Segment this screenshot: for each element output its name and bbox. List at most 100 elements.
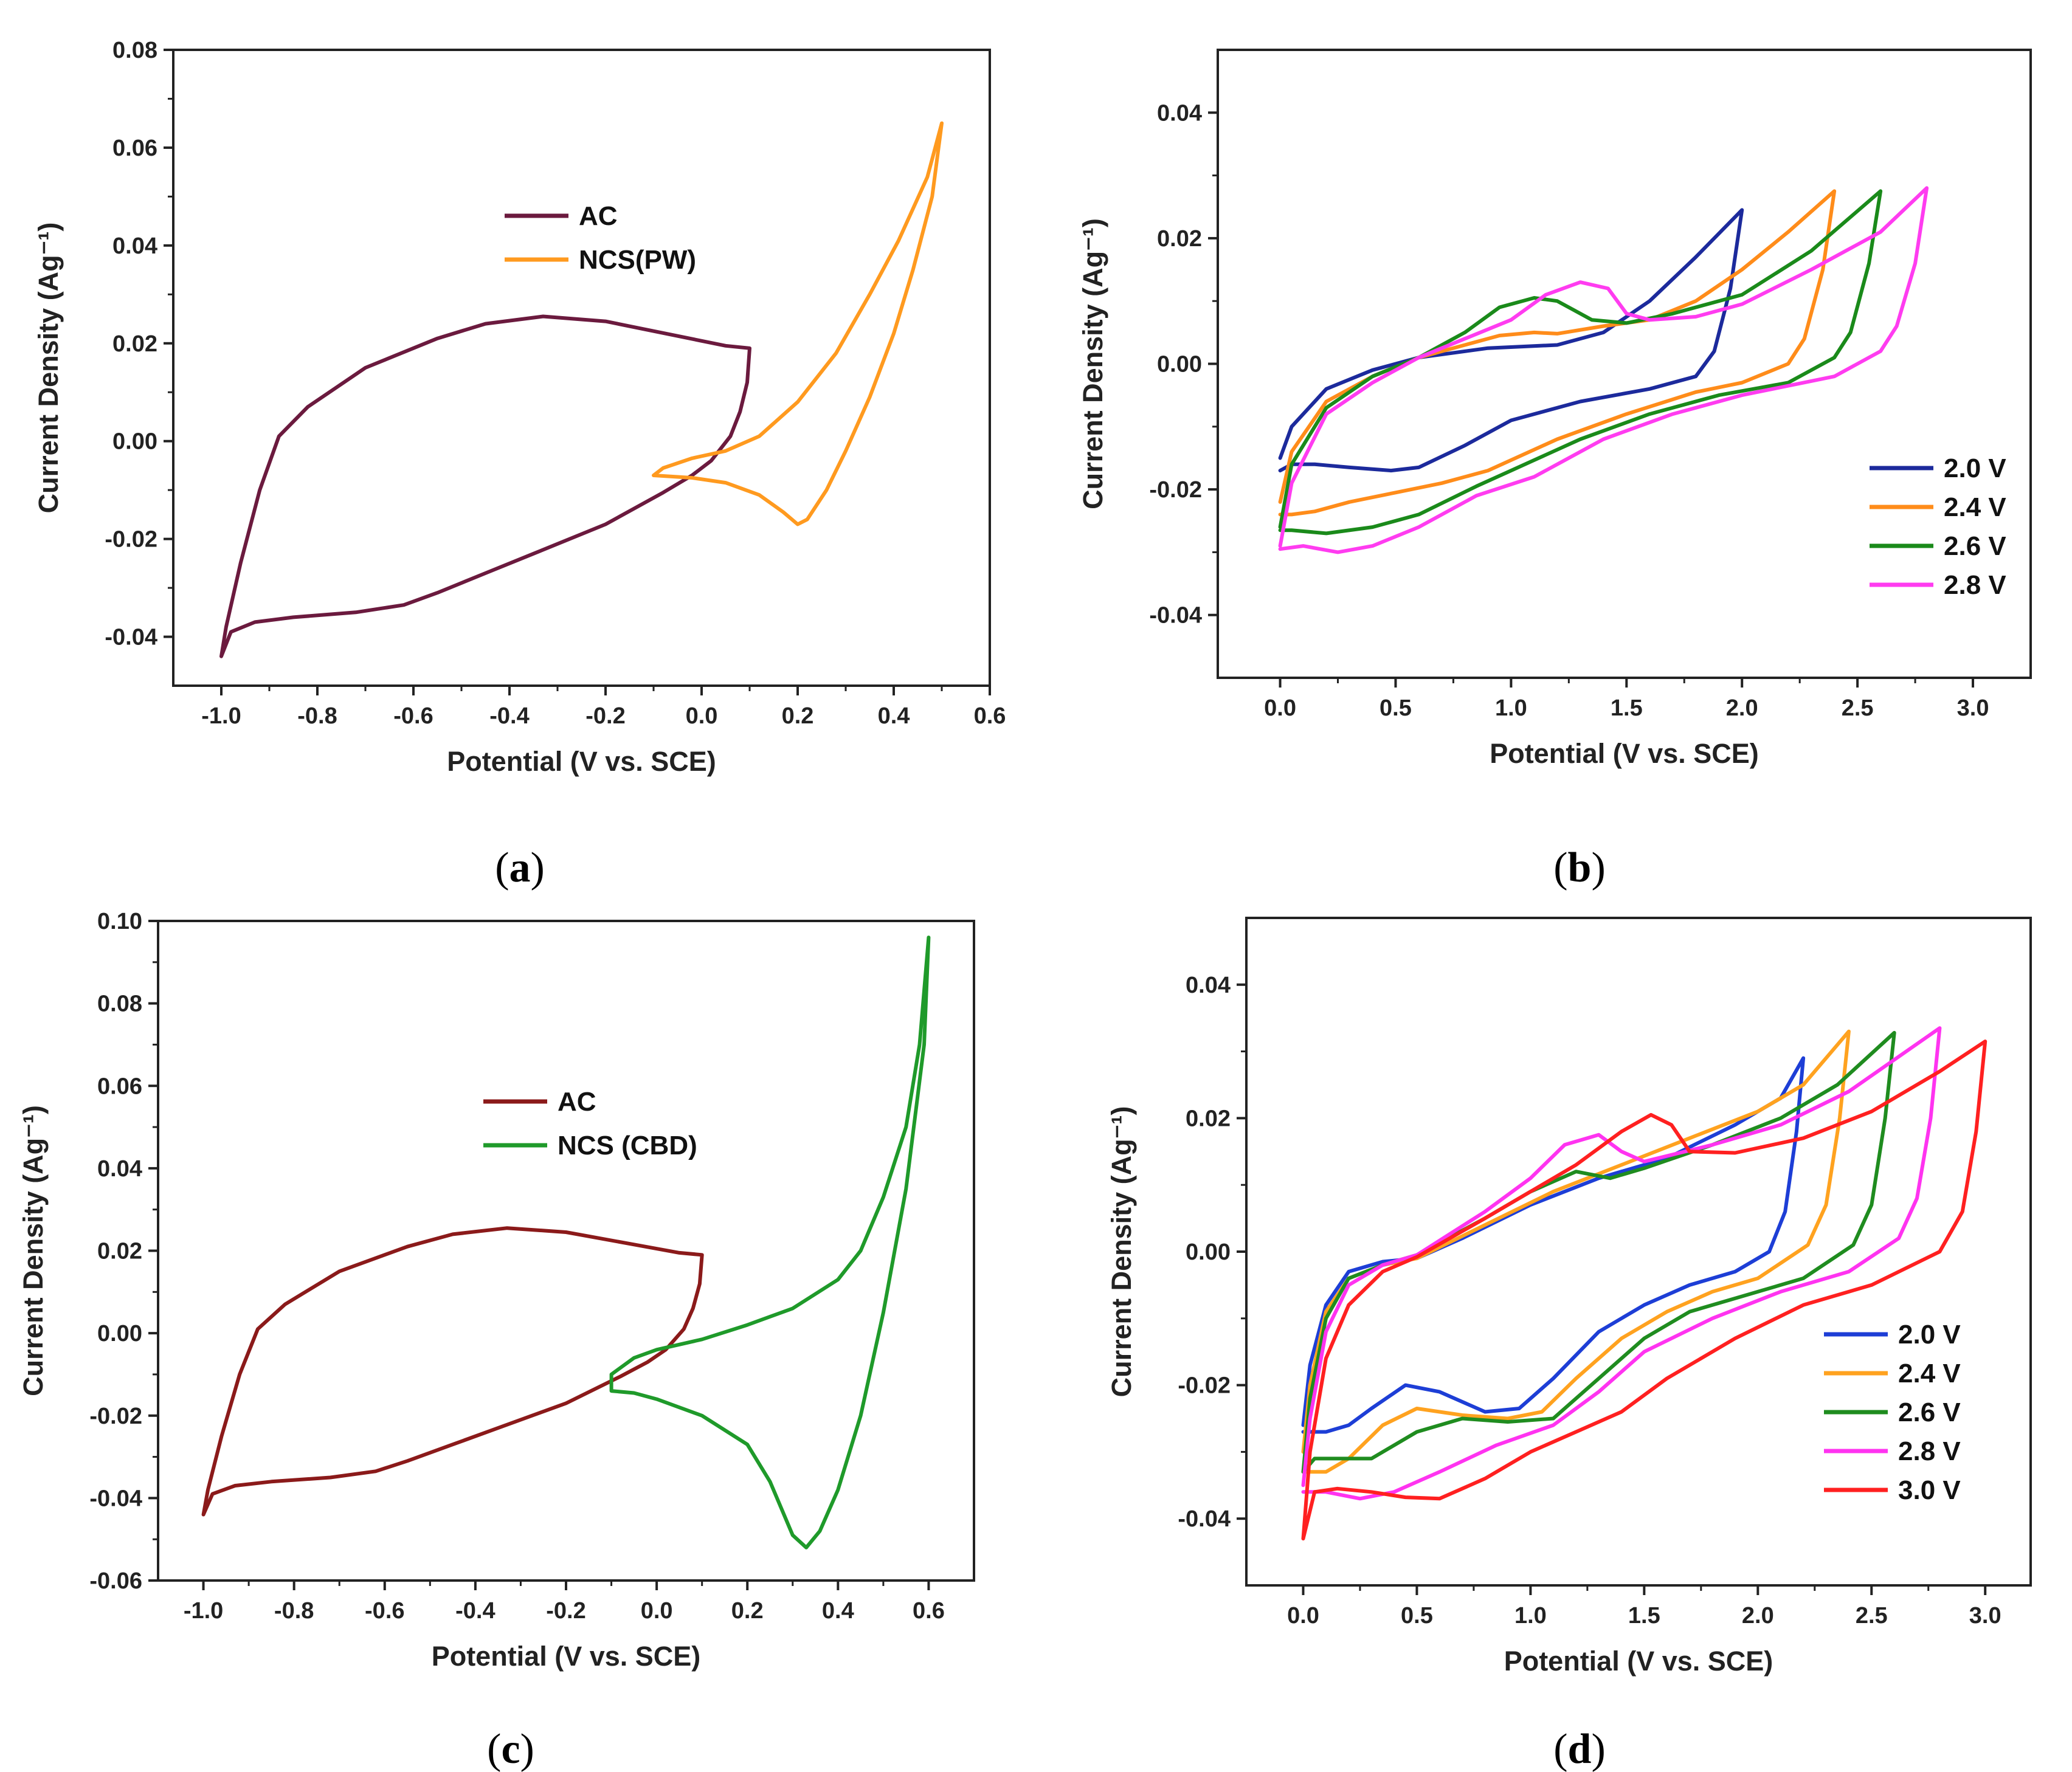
series-line-ncs-cbd [609,936,931,1550]
x-tick-label: -0.4 [489,703,529,729]
y-tick-label: 0.08 [112,38,157,63]
caption-a: (a) [495,844,545,891]
x-tick-label: 0.0 [686,703,718,729]
x-tick-label: 2.5 [1842,695,1874,721]
y-tick-label: 0.04 [1157,100,1202,126]
y-tick-label: 0.06 [97,1074,142,1099]
y-tick-label: -0.06 [89,1568,142,1594]
y-tick-label: -0.04 [89,1486,142,1511]
y-tick-label: 0.08 [97,991,142,1017]
x-tick-label: 0.4 [878,703,910,729]
legend-label: 2.8 V [1898,1436,1961,1466]
y-tick-label: -0.04 [1149,603,1202,629]
x-tick-label: 3.0 [1969,1603,2001,1629]
x-tick-label: 0.0 [641,1598,673,1624]
y-tick-label: 0.04 [97,1156,142,1182]
y-tick-label: 0.04 [112,233,157,259]
series-line-2-6-v [1301,1030,1896,1474]
series-line-2-4-v [1278,189,1837,517]
caption-d: (d) [1553,1726,1606,1772]
y-tick-label: 0.02 [97,1239,142,1264]
y-tick-label: 0.02 [1186,1106,1231,1131]
panel-c-chart: -1.0 -0.8 -0.6 -0.4 -0.2 0.0 0.2 0.4 0.6 -0.06 -0.… [18,909,975,1672]
x-tick-label: 2.0 [1742,1603,1774,1629]
legend-label: 3.0 V [1898,1475,1961,1505]
y-tick-label: 0.06 [112,136,157,161]
x-tick-label: -0.6 [393,703,433,729]
y-axis-label: Current Density (Ag⁻¹) [18,1105,49,1396]
x-axis-label: Potential (V vs. SCE) [447,746,716,777]
x-tick-label: -0.2 [585,703,625,729]
series-line-2-8-v [1278,186,1929,554]
caption-c: (c) [487,1726,534,1772]
x-tick-label: -0.2 [546,1598,585,1624]
y-axis-label: Current Density (Ag⁻¹) [33,222,64,514]
series-line-ac [201,1226,704,1517]
series-line-2-0-v [1278,208,1744,473]
x-tick-label: 0.0 [1287,1603,1319,1629]
panel-b-chart: 0.0 0.5 1.0 1.5 2.0 2.5 3.0 -0.04 -0.02 0.00 0.02 0… [1077,49,2032,769]
series-line-ac [219,314,751,658]
y-tick-label: 0.00 [1186,1239,1231,1265]
x-tick-label: 3.0 [1957,695,1989,721]
x-tick-label: 0.2 [782,703,814,729]
x-tick-label: -0.6 [365,1598,404,1624]
x-tick-label: 1.0 [1514,1603,1547,1629]
x-tick-label: -1.0 [184,1598,223,1624]
y-tick-label: -0.02 [1149,477,1202,503]
panel-a-chart: -1.0 -0.8 -0.6 -0.4 -0.2 0.0 0.2 0.4 0.6 -0.04 -0.… [33,38,1006,777]
x-tick-label: 0.6 [913,1598,945,1624]
panel-d-chart: 0.0 0.5 1.0 1.5 2.0 2.5 3.0 -0.04 -0.02 0.00 0.02 0… [1106,917,2032,1677]
series-line-2-0-v [1301,1056,1806,1434]
legend-label: NCS (CBD) [558,1131,697,1160]
y-tick-label: -0.04 [1178,1506,1231,1532]
x-tick-label: 1.0 [1495,695,1527,721]
x-tick-label: 1.5 [1611,695,1643,721]
caption-b: (b) [1553,844,1606,891]
x-tick-label: 0.5 [1401,1603,1433,1629]
x-tick-label: 0.0 [1264,695,1296,721]
x-tick-label: -0.8 [274,1598,314,1624]
x-tick-label: 0.2 [731,1598,764,1624]
legend-label: 2.0 V [1898,1320,1961,1350]
x-tick-label: 2.0 [1726,695,1758,721]
y-tick-label: 0.00 [97,1321,142,1346]
legend-label: 2.8 V [1944,570,2006,600]
y-tick-label: 0.02 [1157,226,1202,252]
legend-label: NCS(PW) [579,245,696,275]
x-tick-label: 0.5 [1380,695,1412,721]
x-tick-label: -0.8 [297,703,337,729]
x-axis-label: Potential (V vs. SCE) [1504,1646,1773,1677]
y-tick-label: 0.04 [1186,973,1231,998]
x-axis-label: Potential (V vs. SCE) [1490,738,1759,769]
y-tick-label: -0.02 [105,527,157,553]
series-line-3-0-v [1301,1039,1987,1541]
x-axis-label: Potential (V vs. SCE) [432,1641,701,1672]
plot-frame [172,49,991,687]
legend-label: AC [558,1087,596,1117]
y-tick-label: 0.00 [1157,352,1202,377]
series-line-ncs-pw [652,121,944,526]
y-axis-label: Current Density (Ag⁻¹) [1077,218,1108,509]
y-tick-label: -0.02 [1178,1373,1231,1399]
y-tick-label: 0.00 [112,429,157,455]
y-tick-label: -0.02 [89,1404,142,1429]
x-tick-label: -1.0 [201,703,241,729]
series-line-2-6-v [1278,189,1883,536]
legend-label: 2.4 V [1898,1359,1961,1388]
y-tick-label: 0.10 [97,909,142,934]
legend-label: 2.4 V [1944,492,2006,522]
x-tick-label: 1.5 [1628,1603,1660,1629]
legend-label: 2.6 V [1944,531,2006,561]
x-tick-label: 0.6 [974,703,1006,729]
legend-label: 2.6 V [1898,1398,1961,1427]
x-tick-label: -0.4 [455,1598,495,1624]
x-tick-label: 2.5 [1856,1603,1888,1629]
legend-label: 2.0 V [1944,453,2006,483]
y-axis-label: Current Density (Ag⁻¹) [1106,1106,1137,1398]
legend-label: AC [579,201,618,231]
x-tick-label: 0.4 [822,1598,854,1624]
y-tick-label: 0.02 [112,331,157,357]
y-tick-label: -0.04 [105,625,157,650]
